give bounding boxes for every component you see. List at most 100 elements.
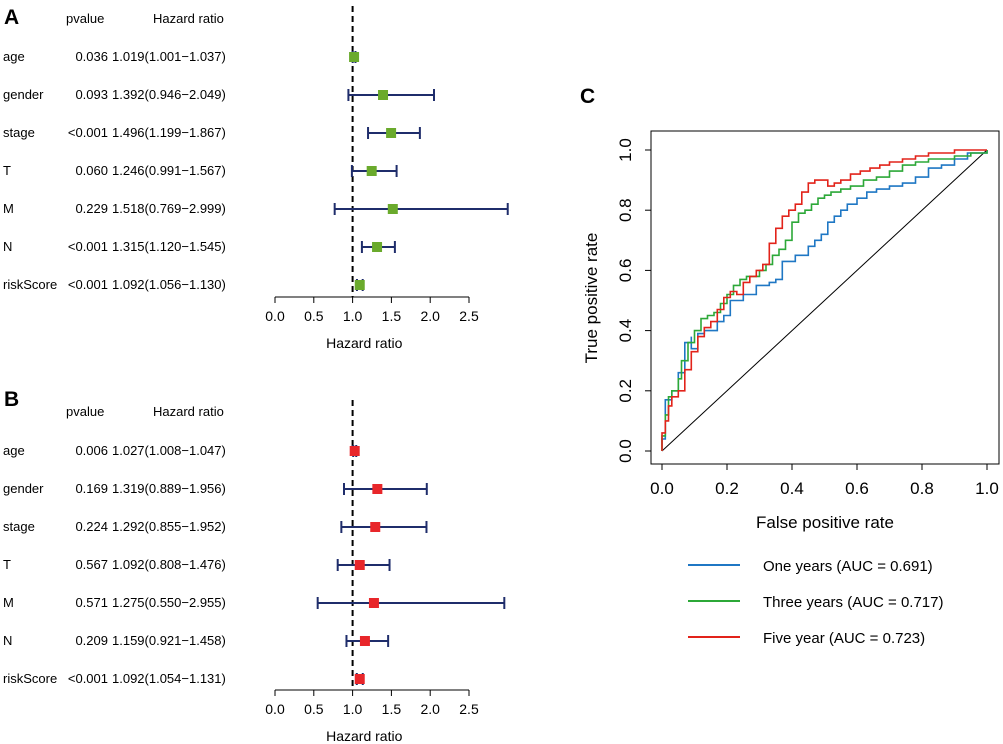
hr-marker <box>378 90 389 100</box>
roc-curve-series-2 <box>661 150 988 451</box>
row-pvalue: 0.169 <box>75 481 108 496</box>
row-pvalue: 0.224 <box>75 519 108 534</box>
row-hr-text: 1.518(0.769−2.999) <box>112 201 226 216</box>
hr-marker <box>368 598 379 608</box>
diagonal-reference-line <box>661 149 988 452</box>
row-hr-text: 1.092(1.054−1.131) <box>112 671 226 686</box>
column-header-hazard-ratio: Hazard ratio <box>153 11 224 26</box>
roc-curve-series-1 <box>661 150 988 451</box>
row-hr-text: 1.292(0.855−1.952) <box>112 519 226 534</box>
hr-marker <box>366 166 377 176</box>
row-pvalue: <0.001 <box>68 671 108 686</box>
y-tick-label: 1.0 <box>616 138 635 162</box>
x-tick-label: 0.2 <box>715 479 739 498</box>
y-tick-label: 0.6 <box>616 259 635 283</box>
row-pvalue: 0.229 <box>75 201 108 216</box>
legend-label-series-2: Three years (AUC = 0.717) <box>763 594 944 611</box>
column-header-pvalue: pvalue <box>66 11 104 26</box>
roc-curve-series-3 <box>661 149 987 451</box>
x-tick-label: 1.5 <box>382 701 402 717</box>
x-axis-title: False positive rate <box>756 513 894 532</box>
row-hr-text: 1.027(1.008−1.047) <box>112 443 226 458</box>
row-hr-text: 1.496(1.199−1.867) <box>112 125 226 140</box>
x-tick-label: 0.6 <box>845 479 869 498</box>
row-pvalue: 0.209 <box>75 633 108 648</box>
x-tick-label: 1.0 <box>343 308 363 324</box>
row-label-age: age <box>3 443 25 458</box>
row-label-N: N <box>3 633 12 648</box>
x-tick-label: 1.5 <box>382 308 402 324</box>
forest-plot-b: pvalue Hazard ratio age 0.006 1.027(1.008−1.… <box>3 400 506 744</box>
row-label-M: M <box>3 201 14 216</box>
row-pvalue: 0.093 <box>75 87 108 102</box>
legend-label-series-3: Five year (AUC = 0.723) <box>763 630 925 647</box>
hr-marker <box>387 204 398 214</box>
row-label-M: M <box>3 595 14 610</box>
row-label-stage: stage <box>3 125 35 140</box>
plot-frame <box>650 130 1000 465</box>
hr-marker <box>354 560 365 570</box>
x-tick-label: 0.8 <box>910 479 934 498</box>
x-tick-label: 0.0 <box>265 701 285 717</box>
y-tick-label: 0.8 <box>616 198 635 222</box>
x-tick-label: 2.5 <box>459 701 479 717</box>
row-pvalue: 0.036 <box>75 49 108 64</box>
x-tick-label: 1.0 <box>343 701 363 717</box>
x-tick-label: 0.0 <box>265 308 285 324</box>
x-tick-label: 1.0 <box>975 479 999 498</box>
row-hr-text: 1.275(0.550−2.955) <box>112 595 226 610</box>
hr-marker <box>372 484 383 494</box>
row-pvalue: <0.001 <box>68 239 108 254</box>
roc-plot-c: 0.0 0.2 0.4 0.6 0.8 1.0 0.0 0.2 0.4 0.6 0.8 1.0 Fals… <box>582 130 1000 647</box>
x-tick-label: 2.5 <box>459 308 479 324</box>
row-hr-text: 1.159(0.921−1.458) <box>112 633 226 648</box>
row-hr-text: 1.092(1.056−1.130) <box>112 277 226 292</box>
x-tick-label: 0.5 <box>304 701 324 717</box>
hr-marker <box>354 280 365 290</box>
hr-marker <box>386 128 397 138</box>
row-pvalue: 0.567 <box>75 557 108 572</box>
hr-marker <box>359 636 370 646</box>
row-pvalue: <0.001 <box>68 125 108 140</box>
hr-marker <box>372 242 383 252</box>
y-tick-label: 0.0 <box>616 439 635 463</box>
row-label-stage: stage <box>3 519 35 534</box>
row-label-riskScore: riskScore <box>3 277 57 292</box>
panel-label-a: A <box>4 6 19 29</box>
row-label-T: T <box>3 557 11 572</box>
row-pvalue: <0.001 <box>68 277 108 292</box>
forest-plot-a: pvalue Hazard ratio age 0.036 1.019(1.001−1.… <box>3 6 509 351</box>
row-hr-text: 1.392(0.946−2.049) <box>112 87 226 102</box>
x-tick-label: 0.4 <box>780 479 804 498</box>
x-tick-label: 2.0 <box>420 308 440 324</box>
y-axis-title: True positive rate <box>582 233 601 364</box>
panel-label-c: C <box>580 85 595 108</box>
y-tick-label: 0.2 <box>616 379 635 403</box>
row-hr-text: 1.092(0.808−1.476) <box>112 557 226 572</box>
row-hr-text: 1.319(0.889−1.956) <box>112 481 226 496</box>
x-tick-label: 0.0 <box>650 479 674 498</box>
row-pvalue: 0.060 <box>75 163 108 178</box>
x-tick-label: 0.5 <box>304 308 324 324</box>
hr-marker <box>354 674 365 684</box>
row-pvalue: 0.571 <box>75 595 108 610</box>
legend-label-series-1: One years (AUC = 0.691) <box>763 558 933 575</box>
row-label-gender: gender <box>3 481 44 496</box>
row-hr-text: 1.315(1.120−1.545) <box>112 239 226 254</box>
row-pvalue: 0.006 <box>75 443 108 458</box>
row-label-gender: gender <box>3 87 44 102</box>
row-hr-text: 1.019(1.001−1.037) <box>112 49 226 64</box>
column-header-hazard-ratio: Hazard ratio <box>153 404 224 419</box>
row-label-N: N <box>3 239 12 254</box>
x-axis-title: Hazard ratio <box>326 728 402 744</box>
column-header-pvalue: pvalue <box>66 404 104 419</box>
row-label-T: T <box>3 163 11 178</box>
row-label-age: age <box>3 49 25 64</box>
x-axis-title: Hazard ratio <box>326 335 402 351</box>
hr-marker <box>349 446 360 456</box>
row-hr-text: 1.246(0.991−1.567) <box>112 163 226 178</box>
x-tick-label: 2.0 <box>420 701 440 717</box>
panel-label-b: B <box>4 388 19 411</box>
hr-marker <box>349 52 360 62</box>
